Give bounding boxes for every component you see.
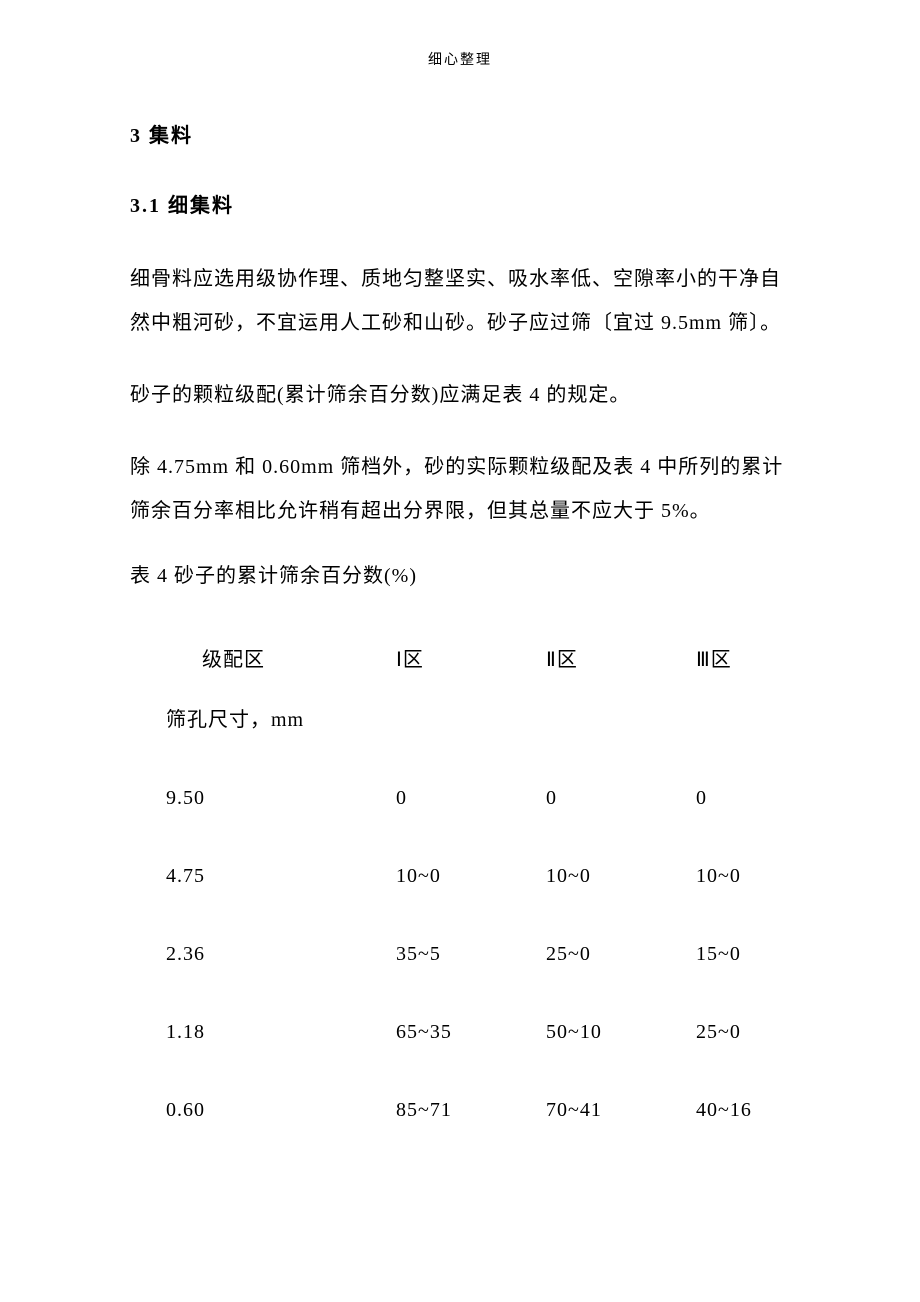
cell-text: 4.75 xyxy=(166,865,205,887)
paragraph-text: 砂子的颗粒级配(累计筛余百分数)应满足表 4 的规定。 xyxy=(130,384,630,406)
table-col-header: Ⅱ区 xyxy=(546,645,696,705)
paragraph: 砂子的颗粒级配(累计筛余百分数)应满足表 4 的规定。 xyxy=(130,373,790,417)
cell-text: 1.18 xyxy=(166,1021,205,1043)
page-header: 细心整理 xyxy=(130,50,790,71)
cell-text: 0 xyxy=(396,787,407,809)
table-cell: 0 xyxy=(696,783,790,861)
cell-text: 10~0 xyxy=(396,865,441,887)
document-page: 细心整理 3 集料 3.1 细集料 细骨料应选用级协作理、质地匀整坚实、吸水率低… xyxy=(0,0,920,1185)
table-row: 4.75 10~0 10~0 10~0 xyxy=(166,861,790,939)
cell-text: 2.36 xyxy=(166,943,205,965)
table-subheader-label-text: 筛孔尺寸，mm xyxy=(166,709,304,731)
table-cell: 50~10 xyxy=(546,1017,696,1095)
table-header-label-text: 级配区 xyxy=(202,649,265,671)
table-cell: 10~0 xyxy=(396,861,546,939)
table-col-header-text: Ⅱ区 xyxy=(546,649,578,671)
table-subheader-row: 筛孔尺寸，mm xyxy=(166,705,790,783)
cell-text: 65~35 xyxy=(396,1021,452,1043)
cell-text: 15~0 xyxy=(696,943,741,965)
table-cell-size: 0.60 xyxy=(166,1095,396,1125)
paragraph-text: 除 4.75mm 和 0.60mm 筛档外，砂的实际颗粒级配及表 4 中所列的累… xyxy=(130,456,783,522)
table-cell: 25~0 xyxy=(696,1017,790,1095)
table-subheader-label: 筛孔尺寸，mm xyxy=(166,705,790,783)
table-header-label: 级配区 xyxy=(166,645,396,705)
table-title: 表 4 砂子的累计筛余百分数(%) xyxy=(130,561,790,591)
table-wrap: 级配区 Ⅰ区 Ⅱ区 Ⅲ区 筛孔尺寸，mm 9.50 0 xyxy=(130,645,790,1125)
table-cell: 35~5 xyxy=(396,939,546,1017)
table-cell: 65~35 xyxy=(396,1017,546,1095)
table-col-header-text: Ⅰ区 xyxy=(396,649,424,671)
cell-text: 0 xyxy=(696,787,707,809)
table-col-header: Ⅲ区 xyxy=(696,645,790,705)
cell-text: 40~16 xyxy=(696,1099,752,1121)
cell-text: 10~0 xyxy=(696,865,741,887)
table-cell: 10~0 xyxy=(696,861,790,939)
table-cell: 25~0 xyxy=(546,939,696,1017)
cell-text: 85~71 xyxy=(396,1099,452,1121)
table-row: 9.50 0 0 0 xyxy=(166,783,790,861)
table-cell: 15~0 xyxy=(696,939,790,1017)
table-cell: 85~71 xyxy=(396,1095,546,1125)
table-cell: 0 xyxy=(396,783,546,861)
table-title-text: 表 4 砂子的累计筛余百分数(%) xyxy=(130,565,417,587)
section-subheading-text: 3.1 细集料 xyxy=(130,195,234,217)
table-cell-size: 4.75 xyxy=(166,861,396,939)
table-cell: 70~41 xyxy=(546,1095,696,1125)
cell-text: 70~41 xyxy=(546,1099,602,1121)
table-col-header-text: Ⅲ区 xyxy=(696,649,732,671)
cell-text: 25~0 xyxy=(696,1021,741,1043)
section-subheading: 3.1 细集料 xyxy=(130,191,790,221)
cell-text: 25~0 xyxy=(546,943,591,965)
cell-text: 9.50 xyxy=(166,787,205,809)
table-cell-size: 2.36 xyxy=(166,939,396,1017)
table-header-row: 级配区 Ⅰ区 Ⅱ区 Ⅲ区 xyxy=(166,645,790,705)
cell-text: 10~0 xyxy=(546,865,591,887)
table-cell: 0 xyxy=(546,783,696,861)
paragraph: 除 4.75mm 和 0.60mm 筛档外，砂的实际颗粒级配及表 4 中所列的累… xyxy=(130,445,790,533)
table-cell: 10~0 xyxy=(546,861,696,939)
table-cell-size: 9.50 xyxy=(166,783,396,861)
table-cell: 40~16 xyxy=(696,1095,790,1125)
table-row: 2.36 35~5 25~0 15~0 xyxy=(166,939,790,1017)
grading-table: 级配区 Ⅰ区 Ⅱ区 Ⅲ区 筛孔尺寸，mm 9.50 0 xyxy=(166,645,790,1125)
header-text: 细心整理 xyxy=(428,53,492,68)
cell-text: 50~10 xyxy=(546,1021,602,1043)
paragraph-text: 细骨料应选用级协作理、质地匀整坚实、吸水率低、空隙率小的干净自然中粗河砂，不宜运… xyxy=(130,268,781,334)
table-col-header: Ⅰ区 xyxy=(396,645,546,705)
table-row: 0.60 85~71 70~41 40~16 xyxy=(166,1095,790,1125)
cell-text: 35~5 xyxy=(396,943,441,965)
cell-text: 0.60 xyxy=(166,1099,205,1121)
section-heading: 3 集料 xyxy=(130,121,790,151)
section-heading-text: 3 集料 xyxy=(130,125,193,147)
cell-text: 0 xyxy=(546,787,557,809)
paragraph: 细骨料应选用级协作理、质地匀整坚实、吸水率低、空隙率小的干净自然中粗河砂，不宜运… xyxy=(130,257,790,345)
table-row: 1.18 65~35 50~10 25~0 xyxy=(166,1017,790,1095)
table-cell-size: 1.18 xyxy=(166,1017,396,1095)
